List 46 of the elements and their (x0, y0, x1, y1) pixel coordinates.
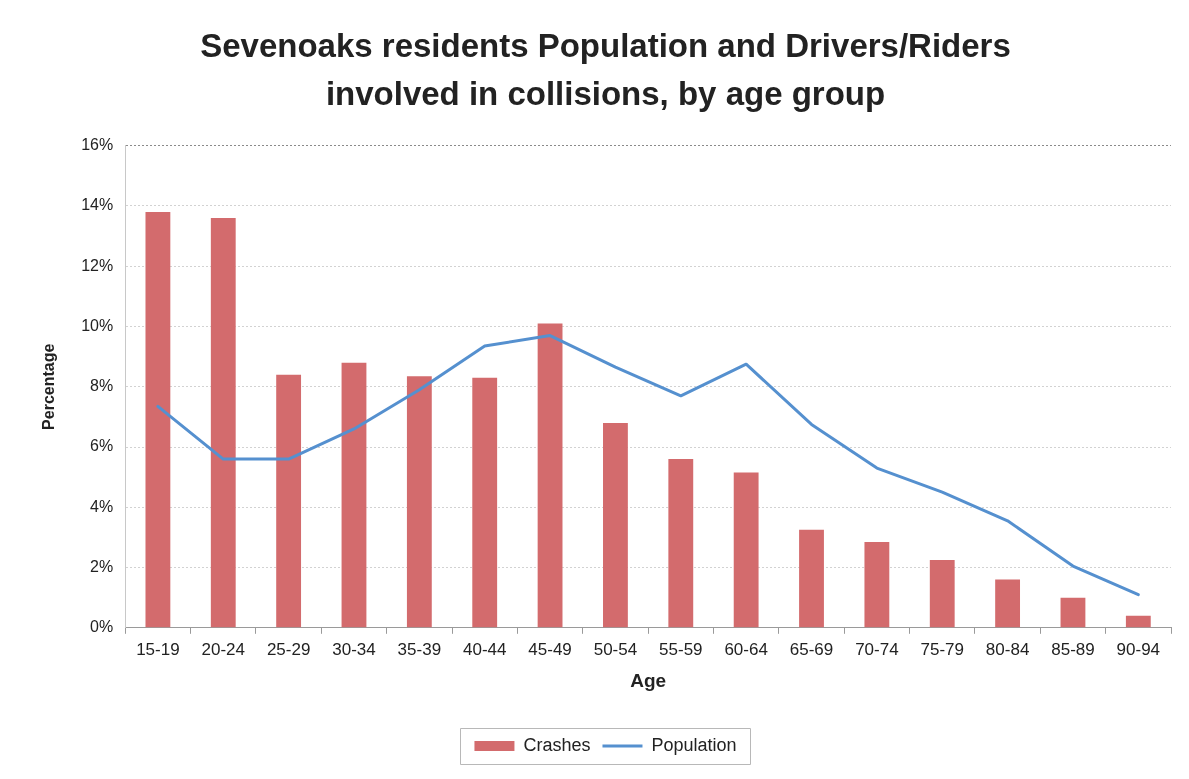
legend-label: Population (651, 734, 737, 755)
bar (995, 579, 1021, 628)
x-axis-title: Age (630, 669, 667, 691)
y-axis-title: Percentage (40, 343, 58, 430)
x-tick-label: 70-74 (855, 639, 899, 659)
y-tick-label: 0% (90, 618, 114, 636)
bar (276, 374, 302, 628)
x-tick-label: 60-64 (724, 639, 768, 659)
y-tick-label: 2% (90, 557, 114, 575)
bar (799, 529, 824, 628)
x-tick-label: 20-24 (201, 639, 246, 659)
y-tick-label: 16% (81, 136, 114, 154)
x-tick-label: 30-34 (332, 639, 376, 659)
x-tick-label: 40-44 (462, 639, 507, 659)
bar (406, 376, 432, 628)
bar (341, 362, 367, 628)
y-tick-label: 8% (90, 377, 114, 395)
x-tick-label: 35-39 (397, 639, 442, 659)
y-tick-label: 6% (90, 437, 114, 455)
bar (603, 422, 628, 628)
bar (668, 459, 694, 628)
x-tick-label: 85-89 (1051, 639, 1095, 659)
x-tick-label: 90-94 (1116, 639, 1161, 659)
x-tick-label: 50-54 (593, 639, 638, 659)
bar (537, 323, 563, 628)
chart-title: Sevenoaks residents Population and Drivers/Riders involved in collisions, by age group (200, 27, 1011, 112)
y-tick-label: 4% (90, 497, 114, 515)
y-tick-label: 14% (81, 196, 114, 214)
x-tick-label: 45-49 (528, 639, 572, 659)
x-tick-label: 25-29 (266, 639, 311, 659)
legend-label: Crashes (523, 734, 591, 755)
x-tick-label: 75-79 (920, 639, 964, 659)
y-tick-label: 12% (81, 256, 114, 274)
bar (472, 377, 498, 628)
bar (733, 472, 759, 628)
x-tick-label: 55-59 (659, 639, 703, 659)
bar (1125, 615, 1151, 628)
x-tick-label: 65-69 (789, 639, 834, 659)
bar (864, 541, 890, 628)
bar (929, 560, 955, 628)
bar (1060, 597, 1086, 628)
x-tick-label: 80-84 (985, 639, 1030, 659)
bar (145, 211, 171, 628)
bar (210, 218, 236, 628)
y-tick-label: 10% (81, 316, 114, 334)
x-tick-label: 15-19 (136, 639, 180, 659)
